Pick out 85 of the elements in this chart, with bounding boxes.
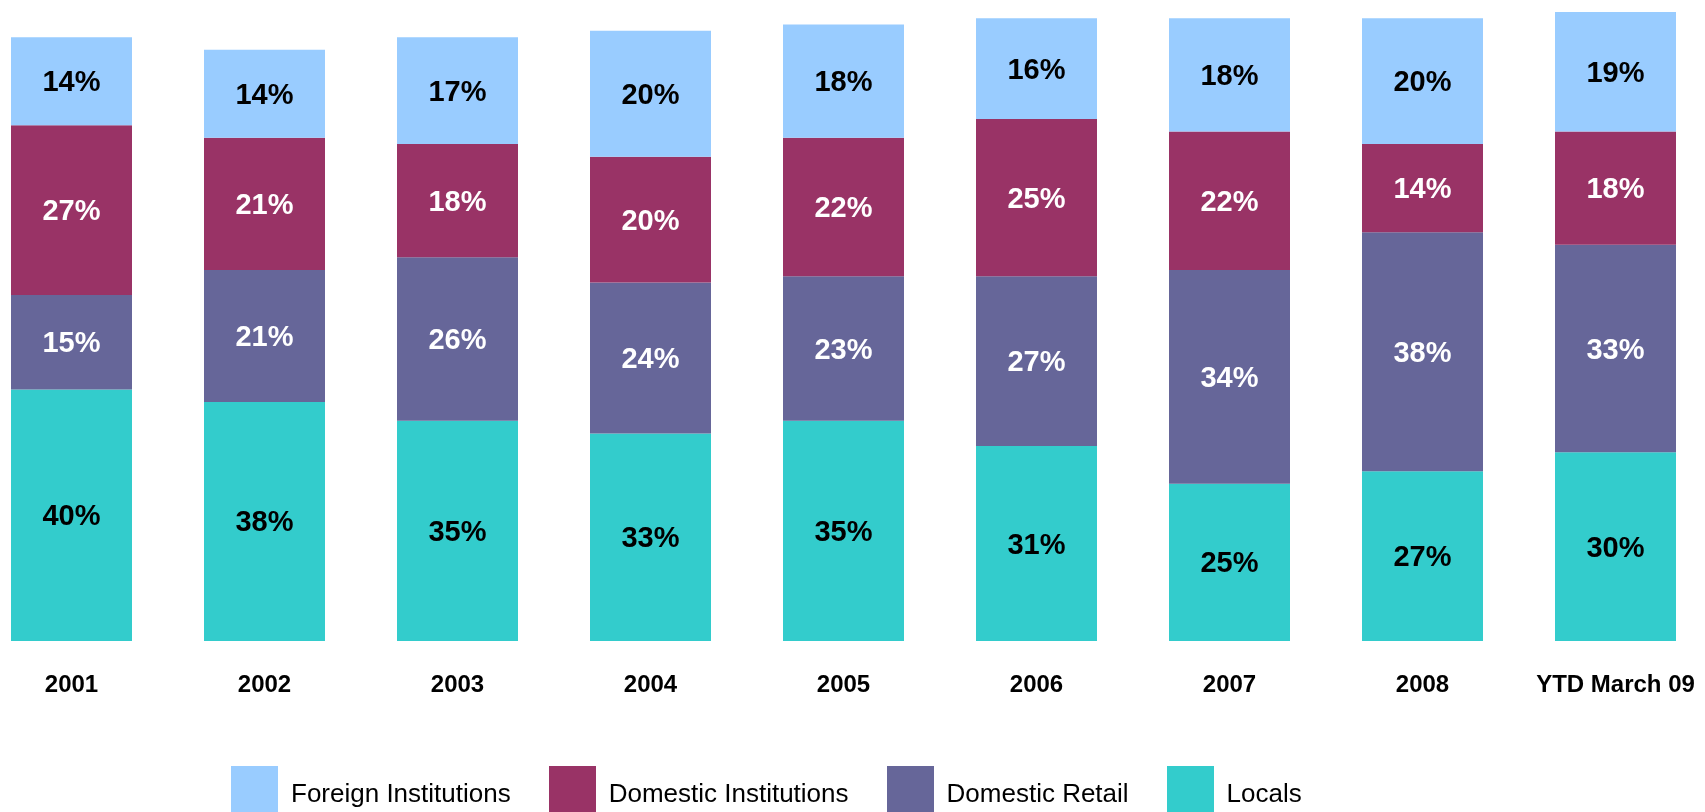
bar bbox=[976, 446, 1097, 641]
data-label: 35% bbox=[428, 514, 487, 547]
bar bbox=[783, 276, 904, 421]
bar bbox=[1362, 232, 1483, 472]
bar bbox=[1362, 471, 1483, 641]
bar bbox=[204, 137, 325, 270]
bar bbox=[397, 257, 518, 421]
x-tick-label: 2001 bbox=[44, 669, 99, 697]
x-tick-label: 2006 bbox=[1009, 669, 1064, 697]
data-label: 19% bbox=[1586, 55, 1645, 88]
data-label: 25% bbox=[1200, 546, 1259, 579]
bar bbox=[976, 118, 1097, 277]
bar bbox=[590, 282, 711, 434]
x-tick-label: YTD March 09 bbox=[1536, 669, 1695, 697]
bar bbox=[783, 24, 904, 138]
legend-label: Domestic Institutions bbox=[608, 776, 849, 809]
data-label: 33% bbox=[1586, 332, 1645, 365]
data-label: 34% bbox=[1200, 360, 1259, 393]
bar bbox=[1169, 483, 1290, 641]
bar bbox=[976, 276, 1097, 447]
data-label: 14% bbox=[1393, 172, 1452, 205]
data-label: 23% bbox=[814, 332, 873, 365]
x-tick-label: 2004 bbox=[623, 669, 678, 697]
legend-label: Domestic Retail bbox=[946, 776, 1129, 809]
bar bbox=[1169, 18, 1290, 132]
bar bbox=[976, 18, 1097, 119]
bar bbox=[1362, 144, 1483, 233]
bar bbox=[1169, 269, 1290, 484]
bar bbox=[397, 144, 518, 258]
bar bbox=[590, 30, 711, 157]
bar bbox=[1555, 244, 1676, 453]
bar bbox=[204, 401, 325, 641]
bar bbox=[11, 389, 132, 641]
bar bbox=[11, 295, 132, 390]
data-label: 21% bbox=[235, 187, 294, 220]
bar bbox=[590, 433, 711, 641]
data-label: 18% bbox=[1586, 172, 1645, 205]
data-label: 22% bbox=[1200, 184, 1259, 217]
bar bbox=[1555, 131, 1676, 245]
bar bbox=[1169, 131, 1290, 270]
bar bbox=[1362, 18, 1483, 145]
data-label: 14% bbox=[235, 77, 294, 110]
bar bbox=[11, 125, 132, 296]
bar bbox=[590, 156, 711, 283]
data-label: 18% bbox=[1200, 58, 1259, 91]
bar bbox=[1555, 12, 1676, 132]
data-label: 21% bbox=[235, 319, 294, 352]
data-label: 38% bbox=[235, 505, 294, 538]
data-label: 14% bbox=[42, 65, 101, 98]
data-label: 33% bbox=[621, 521, 680, 554]
data-label: 26% bbox=[428, 323, 487, 356]
data-label: 31% bbox=[1007, 527, 1066, 560]
bar bbox=[204, 269, 325, 402]
data-label: 17% bbox=[428, 74, 487, 107]
bar bbox=[783, 420, 904, 641]
data-label: 40% bbox=[42, 499, 101, 532]
data-label: 20% bbox=[621, 77, 680, 110]
data-label: 18% bbox=[428, 184, 487, 217]
bar bbox=[11, 37, 132, 126]
bar bbox=[397, 420, 518, 641]
data-label: 27% bbox=[1007, 345, 1066, 378]
x-tick-label: 2005 bbox=[816, 669, 871, 697]
data-label: 20% bbox=[621, 203, 680, 236]
legend-label: Locals bbox=[1226, 776, 1302, 809]
data-label: 27% bbox=[42, 194, 101, 227]
legend-label: Foreign Institutions bbox=[291, 776, 511, 809]
bar bbox=[1555, 452, 1676, 641]
data-label: 20% bbox=[1393, 65, 1452, 98]
data-label: 22% bbox=[814, 190, 873, 223]
data-label: 35% bbox=[814, 514, 873, 547]
bar bbox=[397, 37, 518, 145]
data-label: 16% bbox=[1007, 52, 1066, 85]
bar bbox=[204, 49, 325, 138]
data-label: 15% bbox=[42, 326, 101, 359]
data-label: 18% bbox=[814, 65, 873, 98]
x-tick-label: 2003 bbox=[430, 669, 485, 697]
bar bbox=[783, 137, 904, 277]
data-label: 30% bbox=[1586, 530, 1645, 563]
data-label: 25% bbox=[1007, 181, 1066, 214]
x-tick-label: 2007 bbox=[1202, 669, 1257, 697]
data-label: 38% bbox=[1393, 335, 1452, 368]
x-tick-label: 2008 bbox=[1395, 669, 1450, 697]
data-label: 24% bbox=[621, 341, 680, 374]
data-label: 27% bbox=[1393, 540, 1452, 573]
x-tick-label: 2002 bbox=[237, 669, 292, 697]
